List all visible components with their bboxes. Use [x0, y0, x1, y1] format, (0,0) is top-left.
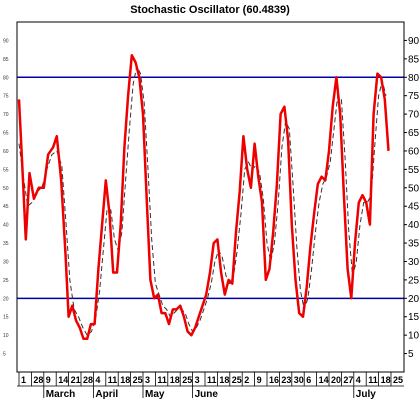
month-label: May: [145, 389, 165, 400]
y-tick-left-label: 65: [3, 131, 9, 137]
x-tick-label: 20: [331, 375, 341, 385]
y-tick-right-label: 85: [408, 54, 420, 65]
y-tick-left-label: 80: [3, 75, 9, 81]
x-tick-label: 4: [356, 375, 361, 385]
y-tick-right-label: 30: [408, 257, 420, 268]
x-tick-label: 6: [306, 375, 311, 385]
x-tick-label: 11: [108, 375, 118, 385]
x-tick-label: 11: [157, 375, 167, 385]
chart-title: Stochastic Oscillator (60.4839): [130, 4, 290, 16]
month-label: July: [356, 389, 376, 400]
x-tick-label: 25: [133, 375, 143, 385]
y-tick-left-label: 10: [3, 333, 9, 339]
y-tick-left-label: 90: [3, 38, 9, 44]
x-tick-label: 16: [269, 375, 279, 385]
y-tick-right-label: 40: [408, 220, 420, 231]
y-tick-right-label: 65: [408, 128, 420, 139]
y-tick-left-label: 40: [3, 223, 9, 229]
x-tick-label: 4: [95, 375, 100, 385]
y-tick-right-label: 55: [408, 165, 420, 176]
y-tick-left-label: 20: [3, 296, 9, 302]
y-tick-right-label: 25: [408, 275, 420, 286]
y-tick-right-label: 70: [408, 110, 420, 121]
x-tick-label: 30: [294, 375, 304, 385]
y-tick-left-label: 50: [3, 186, 9, 192]
y-tick-right-label: 50: [408, 183, 420, 194]
x-tick-label: 21: [71, 375, 81, 385]
x-tick-label: 14: [58, 375, 68, 385]
x-tick-label: 3: [195, 375, 200, 385]
month-label: April: [95, 389, 118, 400]
y-tick-left-label: 70: [3, 112, 9, 118]
plot-frame: [16, 21, 405, 373]
y-tick-left-label: 25: [3, 278, 9, 284]
y-tick-right-label: 20: [408, 294, 420, 305]
x-tick-label: 14: [319, 375, 329, 385]
x-tick-label: 18: [219, 375, 229, 385]
y-tick-right-label: 80: [408, 73, 420, 84]
y-tick-left-label: 5: [3, 352, 6, 358]
y-tick-right-label: 35: [408, 239, 420, 250]
x-tick-label: 27: [343, 375, 353, 385]
y-tick-left-label: 60: [3, 149, 9, 155]
y-tick-right-label: 45: [408, 202, 420, 213]
y-tick-right-label: 15: [408, 312, 420, 323]
stochastic-line: [17, 53, 390, 341]
y-tick-left-label: 85: [3, 57, 9, 63]
y-tick-right-label: 90: [408, 36, 420, 47]
x-tick-label: 9: [257, 375, 262, 385]
x-tick-label: 1: [21, 375, 26, 385]
x-tick-label: 25: [182, 375, 192, 385]
x-tick-label: 3: [145, 375, 150, 385]
y-tick-right-label: 75: [408, 91, 420, 102]
x-tick-label: 18: [120, 375, 130, 385]
y-tick-left-label: 35: [3, 241, 9, 247]
x-tick-label: 23: [281, 375, 291, 385]
y-tick-left-label: 75: [3, 94, 9, 100]
y-tick-left-label: 15: [3, 315, 9, 321]
y-tick-left-label: 55: [3, 167, 9, 173]
x-tick-label: 11: [207, 375, 217, 385]
y-tick-left-label: 45: [3, 204, 9, 210]
x-tick-label: 18: [381, 375, 391, 385]
y-tick-right-label: 10: [408, 331, 420, 342]
x-tick-label: 25: [393, 375, 403, 385]
y-tick-right-label: 60: [408, 146, 420, 157]
x-tick-label: 2: [244, 375, 249, 385]
x-tick-label: 9: [46, 375, 51, 385]
month-label: June: [195, 389, 219, 400]
x-tick-label: 28: [33, 375, 43, 385]
x-tick-label: 18: [170, 375, 180, 385]
x-tick-label: 11: [368, 375, 378, 385]
month-label: March: [46, 389, 75, 400]
y-tick-left-label: 30: [3, 259, 9, 265]
y-tick-right-label: 5: [408, 349, 414, 360]
x-tick-label: 28: [83, 375, 93, 385]
x-tick-label: 25: [232, 375, 242, 385]
